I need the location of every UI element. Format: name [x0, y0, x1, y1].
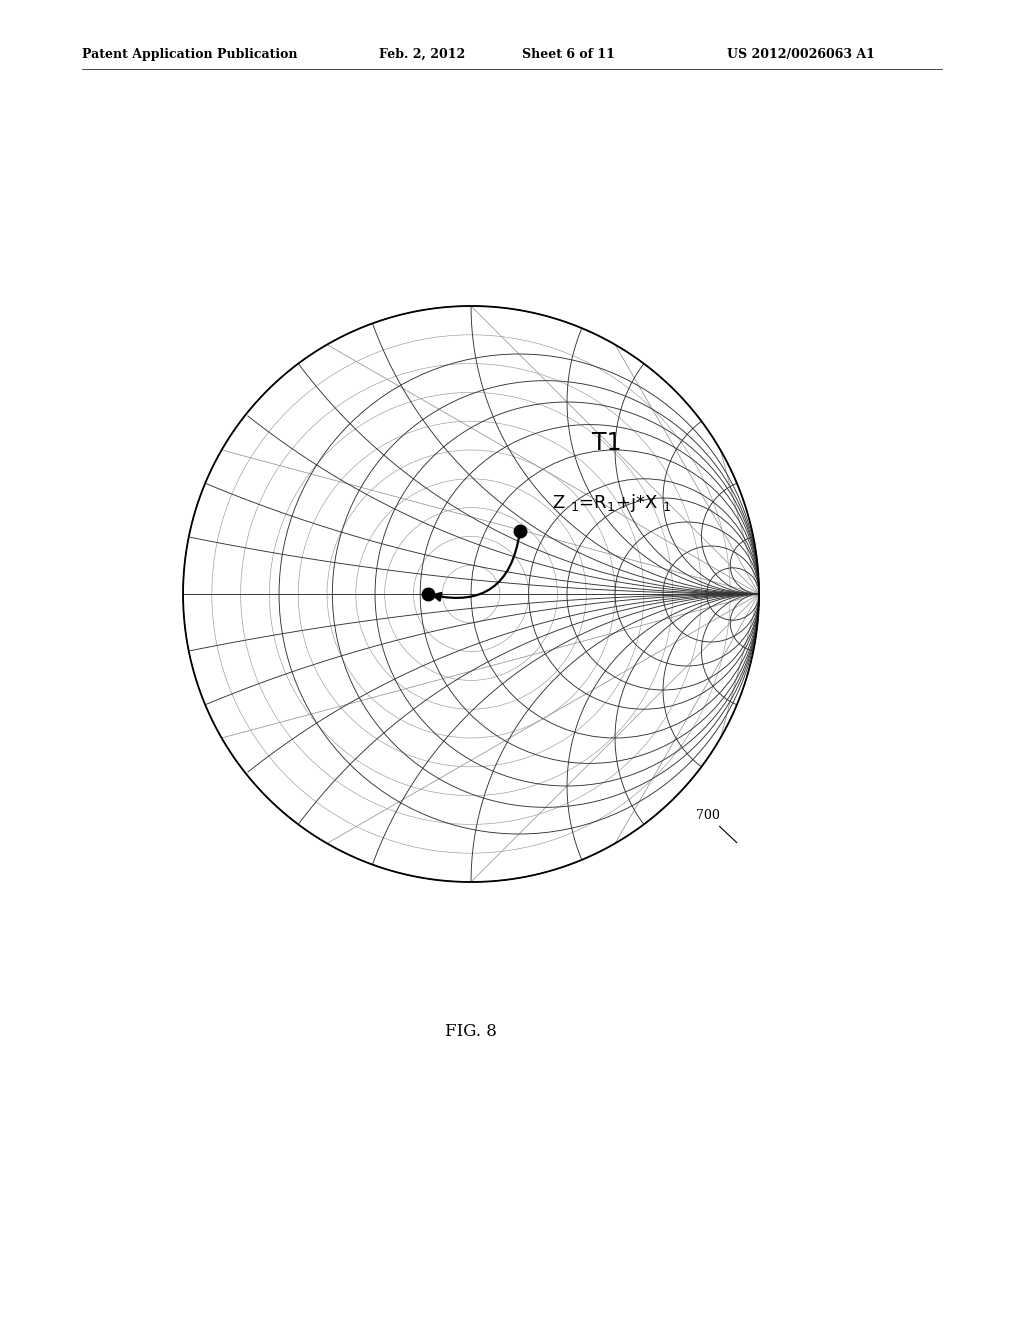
FancyArrowPatch shape [433, 533, 519, 601]
Text: Z $_{1}$=R$_{1}$+j*X $_{1}$: Z $_{1}$=R$_{1}$+j*X $_{1}$ [552, 491, 671, 513]
Text: T1: T1 [592, 432, 622, 455]
Text: Patent Application Publication: Patent Application Publication [82, 48, 297, 61]
Text: Sheet 6 of 11: Sheet 6 of 11 [522, 48, 615, 61]
Text: US 2012/0026063 A1: US 2012/0026063 A1 [727, 48, 874, 61]
Text: Feb. 2, 2012: Feb. 2, 2012 [379, 48, 465, 61]
Text: 700: 700 [695, 809, 737, 842]
Text: FIG. 8: FIG. 8 [445, 1023, 497, 1040]
